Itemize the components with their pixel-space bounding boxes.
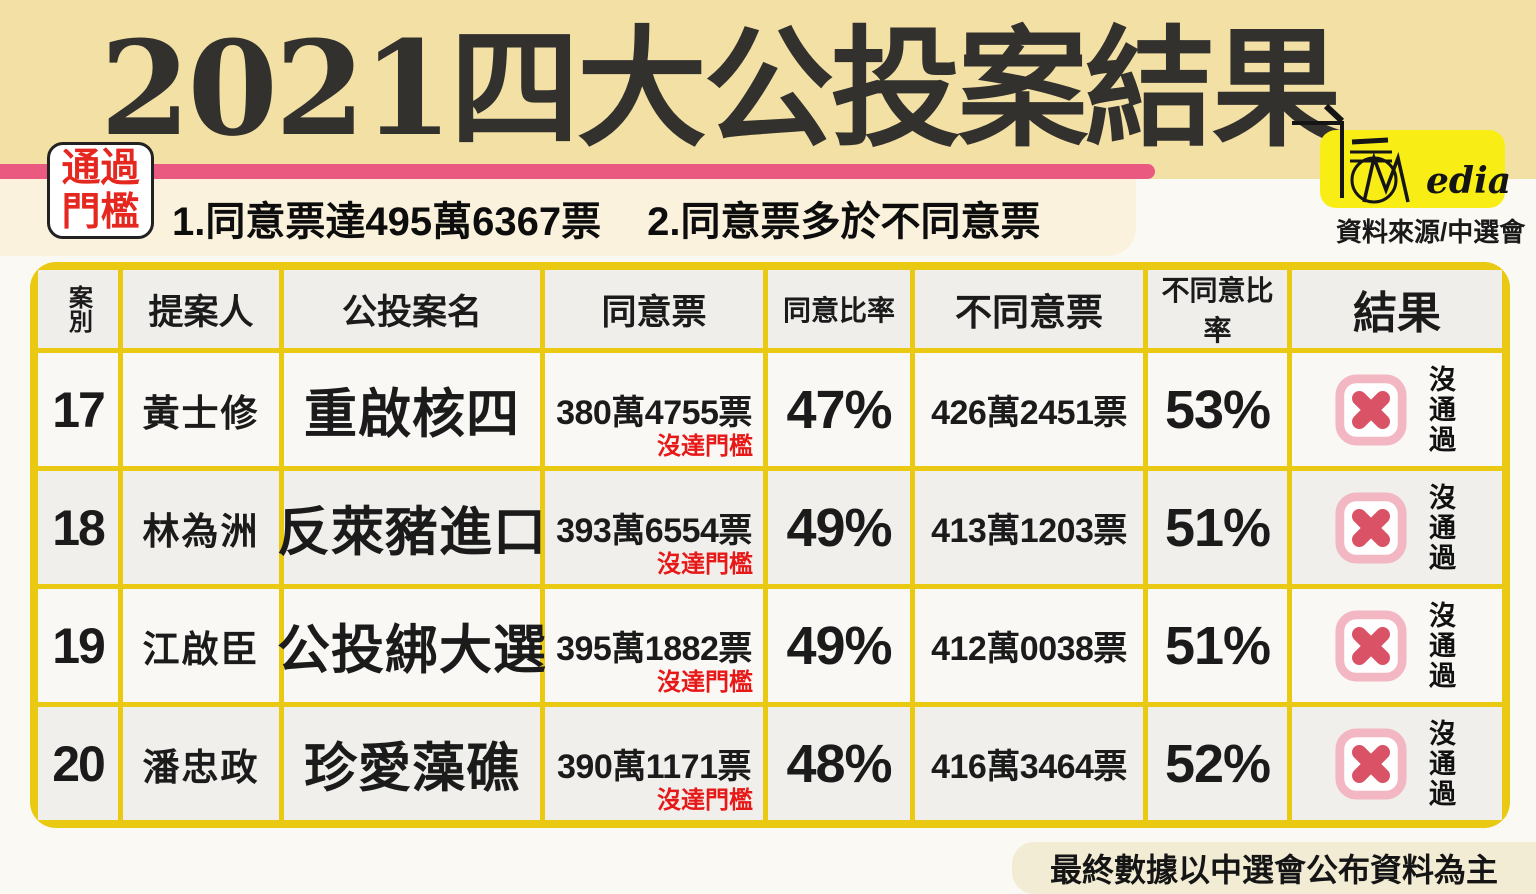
cmedia-logo: edia: [1278, 98, 1528, 248]
referendum-name: 公投綁大選: [277, 589, 546, 702]
pink-divider: [0, 164, 1155, 179]
case-number: 20: [38, 707, 118, 820]
result-label: 沒通過: [1425, 482, 1455, 573]
col-header-agree: 同意票: [545, 270, 763, 348]
disagree-percentage: 51%: [1148, 471, 1287, 584]
disagree-votes: 412萬0038票: [915, 589, 1143, 702]
threshold-badge: 通過 門檻: [47, 142, 154, 239]
footer-disclaimer-text: 最終數據以中選會公布資料為主: [1049, 852, 1498, 888]
agree-percentage: 47%: [768, 353, 910, 466]
proposer: 潘忠政: [123, 707, 279, 820]
disagree-percentage: 52%: [1148, 707, 1287, 820]
disagree-votes: 416萬3464票: [915, 707, 1143, 820]
threshold-not-met-note: 沒達門檻: [657, 551, 753, 578]
case-number: 19: [38, 589, 118, 702]
logo-background: [1320, 130, 1505, 208]
agree-percentage: 49%: [768, 471, 910, 584]
col-header-disagree: 不同意票: [915, 270, 1143, 348]
agree-percentage: 49%: [768, 589, 910, 702]
disagree-votes: 413萬1203票: [915, 471, 1143, 584]
threshold-badge-line1: 通過: [61, 146, 140, 190]
result-cell: 沒通過: [1292, 707, 1502, 820]
page-title: 2021四大公投案結果: [100, 12, 1342, 165]
threshold-rule-1: 1.同意票達495萬6367票: [172, 199, 602, 244]
col-header-name: 公投案名: [284, 270, 540, 348]
case-number: 18: [38, 471, 118, 584]
header-band: [0, 0, 1536, 179]
referendum-name: 反萊豬進口: [277, 471, 546, 584]
agree-votes-cell: 393萬6554票 沒達門檻: [545, 471, 763, 584]
referendum-name: 重啟核四: [284, 353, 540, 466]
disagree-percentage: 51%: [1148, 589, 1287, 702]
agree-votes: 380萬4755票: [556, 394, 752, 432]
col-header-disagree-ratio: 不同意比率: [1148, 270, 1287, 348]
referendum-name: 珍愛藻礁: [284, 707, 540, 820]
disagree-percentage: 53%: [1148, 353, 1287, 466]
proposer: 林為洲: [123, 471, 279, 584]
result-cell: 沒通過: [1292, 589, 1502, 702]
threshold-not-met-note: 沒達門檻: [657, 787, 753, 814]
col-header-proposer: 提案人: [123, 270, 279, 348]
result-label: 沒通過: [1425, 600, 1455, 691]
data-source-caption: 資料來源/中選會: [1336, 217, 1526, 247]
threshold-not-met-note: 沒達門檻: [657, 433, 753, 460]
fail-x-icon: [1335, 727, 1407, 800]
agree-votes-cell: 380萬4755票 沒達門檻: [545, 353, 763, 466]
col-header-case: 案別: [38, 270, 118, 348]
logo-wordmark: edia: [1426, 160, 1512, 202]
agree-votes-cell: 390萬1171票 沒達門檻: [545, 707, 763, 820]
cmedia-brand-icon: [1292, 103, 1410, 204]
col-header-result: 結果: [1292, 270, 1502, 348]
agree-votes: 395萬1882票: [556, 630, 752, 668]
fail-x-icon: [1335, 609, 1407, 682]
fail-x-icon: [1335, 373, 1407, 446]
agree-votes: 390萬1171票: [557, 748, 752, 786]
threshold-rule-2: 2.同意票多於不同意票: [647, 199, 1041, 244]
disagree-votes: 426萬2451票: [915, 353, 1143, 466]
result-label: 沒通過: [1425, 718, 1455, 809]
agree-votes: 393萬6554票: [556, 512, 752, 550]
threshold-rules: 1.同意票達495萬6367票 2.同意票多於不同意票: [172, 179, 1040, 256]
agree-percentage: 48%: [768, 707, 910, 820]
threshold-not-met-note: 沒達門檻: [657, 669, 753, 696]
result-cell: 沒通過: [1292, 471, 1502, 584]
col-header-agree-ratio: 同意比率: [768, 270, 910, 348]
fail-x-icon: [1335, 491, 1407, 564]
result-label: 沒通過: [1425, 364, 1455, 455]
threshold-band: [0, 179, 1136, 256]
case-number: 17: [38, 353, 118, 466]
proposer: 江啟臣: [123, 589, 279, 702]
threshold-badge-line2: 門檻: [61, 190, 140, 234]
result-cell: 沒通過: [1292, 353, 1502, 466]
proposer: 黃士修: [123, 353, 279, 466]
agree-votes-cell: 395萬1882票 沒達門檻: [545, 589, 763, 702]
footer-disclaimer: 最終數據以中選會公布資料為主: [1012, 842, 1536, 894]
referendum-results-table: 案別 提案人 公投案名 同意票 同意比率 不同意票 不同意比率 結果 17 黃士…: [30, 262, 1510, 828]
